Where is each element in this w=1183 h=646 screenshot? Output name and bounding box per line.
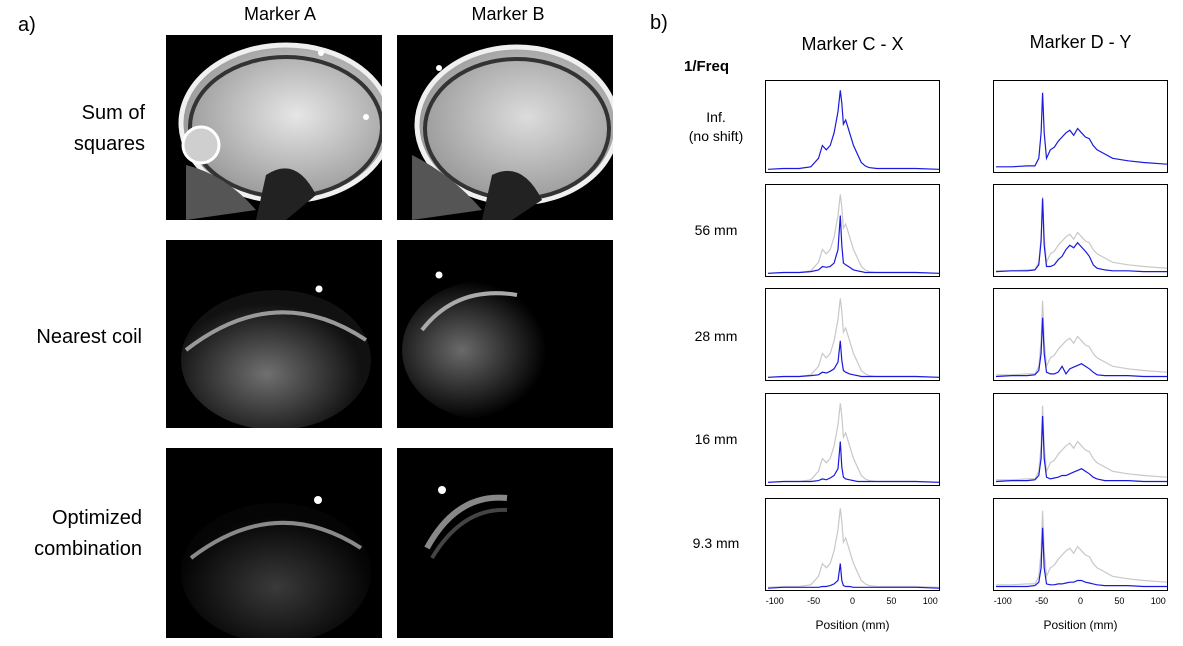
profile-line	[767, 441, 939, 483]
profile-plot-0-4	[765, 498, 940, 591]
profile-plot-0-0	[765, 80, 940, 173]
column-header-marker-a: Marker A	[243, 4, 317, 24]
x-tick-label: -50	[1035, 596, 1049, 606]
plot-row-label-line: Inf.	[706, 109, 726, 125]
row-label-sum-of-squares: Sum of squares	[30, 98, 145, 160]
x-axis-label-marker-d: Position (mm)	[1043, 618, 1118, 632]
profile-plot-1-3	[993, 393, 1168, 486]
x-tick-label: 50	[886, 596, 897, 606]
reference-profile-line	[996, 196, 1167, 272]
profile-plot-svg	[995, 196, 1167, 273]
x-tick-label: 50	[1114, 596, 1125, 606]
reference-profile-line	[996, 405, 1167, 481]
profile-line	[767, 215, 939, 274]
profile-plot-0-2	[765, 288, 940, 381]
profile-plot-svg	[767, 194, 939, 274]
profile-plot-1-1	[993, 184, 1168, 277]
profile-plot-svg	[995, 405, 1167, 483]
chart-title-marker-d: Marker D - Y	[1029, 32, 1132, 52]
mri-image-sum-of-squares-marker-a	[166, 35, 382, 220]
plot-row-label-28mm: 28 mm	[694, 328, 738, 344]
row-label-line: squares	[73, 133, 145, 155]
panel-b-label: b)	[650, 12, 668, 34]
reference-profile-line	[996, 510, 1167, 586]
profile-plot-1-4	[993, 498, 1168, 591]
mri-image-optimized-marker-b	[397, 448, 613, 638]
row-label-optimized-combination: Optimized combination	[0, 503, 142, 565]
row-label-line: Optimized	[51, 507, 142, 529]
column-header-marker-b: Marker B	[471, 4, 545, 24]
profile-line	[767, 340, 939, 378]
profile-line	[996, 92, 1167, 168]
profile-line	[995, 415, 1167, 483]
profile-plot-0-3	[765, 393, 940, 486]
profile-plot-svg	[767, 403, 939, 483]
profile-plot-svg	[767, 508, 939, 589]
row-label-nearest-coil: Nearest coil	[0, 322, 142, 353]
profile-line	[996, 527, 1167, 588]
x-axis-label-marker-c: Position (mm)	[815, 618, 890, 632]
reference-profile-line	[996, 300, 1167, 376]
profile-plot-1-2	[993, 288, 1168, 381]
mri-image-optimized-marker-a	[166, 448, 382, 638]
x-tick-label: -100	[993, 596, 1012, 606]
plot-row-label-9-3mm: 9.3 mm	[692, 535, 740, 551]
plot-row-label-inf: Inf. (no shift)	[670, 108, 762, 146]
x-tick-label: 100	[1150, 596, 1166, 606]
row-label-line: Nearest coil	[36, 326, 142, 348]
mri-image-nearest-coil-marker-b	[397, 240, 613, 428]
reference-profile-line	[767, 298, 939, 378]
chart-title-marker-c: Marker C - X	[801, 34, 904, 54]
profile-line	[995, 198, 1167, 273]
panel-a-label: a)	[18, 14, 36, 36]
x-tick-label: 0	[1077, 596, 1084, 606]
mri-image-sum-of-squares-marker-b	[397, 35, 613, 220]
profile-plot-svg	[767, 90, 939, 170]
profile-line	[767, 563, 939, 589]
profile-plot-svg	[996, 510, 1167, 588]
profile-line	[767, 90, 939, 170]
row-label-line: combination	[34, 538, 142, 560]
plot-row-label-line: (no shift)	[688, 128, 744, 144]
mri-image-nearest-coil-marker-a	[166, 240, 382, 428]
profile-plot-svg	[996, 92, 1167, 168]
profile-plot-svg	[767, 298, 939, 378]
profile-plot-svg	[995, 300, 1167, 378]
x-tick-label: -100	[765, 596, 784, 606]
profile-plot-0-1	[765, 184, 940, 277]
freq-column-header: 1/Freq	[684, 58, 730, 75]
x-tick-label: 0	[849, 596, 856, 606]
x-tick-label: -50	[807, 596, 821, 606]
plot-row-label-56mm: 56 mm	[694, 222, 738, 238]
plot-row-label-16mm: 16 mm	[694, 431, 738, 447]
reference-profile-line	[767, 194, 939, 274]
profile-plot-1-0	[993, 80, 1168, 173]
reference-profile-line	[767, 403, 939, 483]
profile-line	[995, 317, 1167, 378]
row-label-line: Sum of	[81, 102, 145, 124]
reference-profile-line	[767, 508, 939, 588]
x-tick-label: 100	[922, 596, 938, 606]
